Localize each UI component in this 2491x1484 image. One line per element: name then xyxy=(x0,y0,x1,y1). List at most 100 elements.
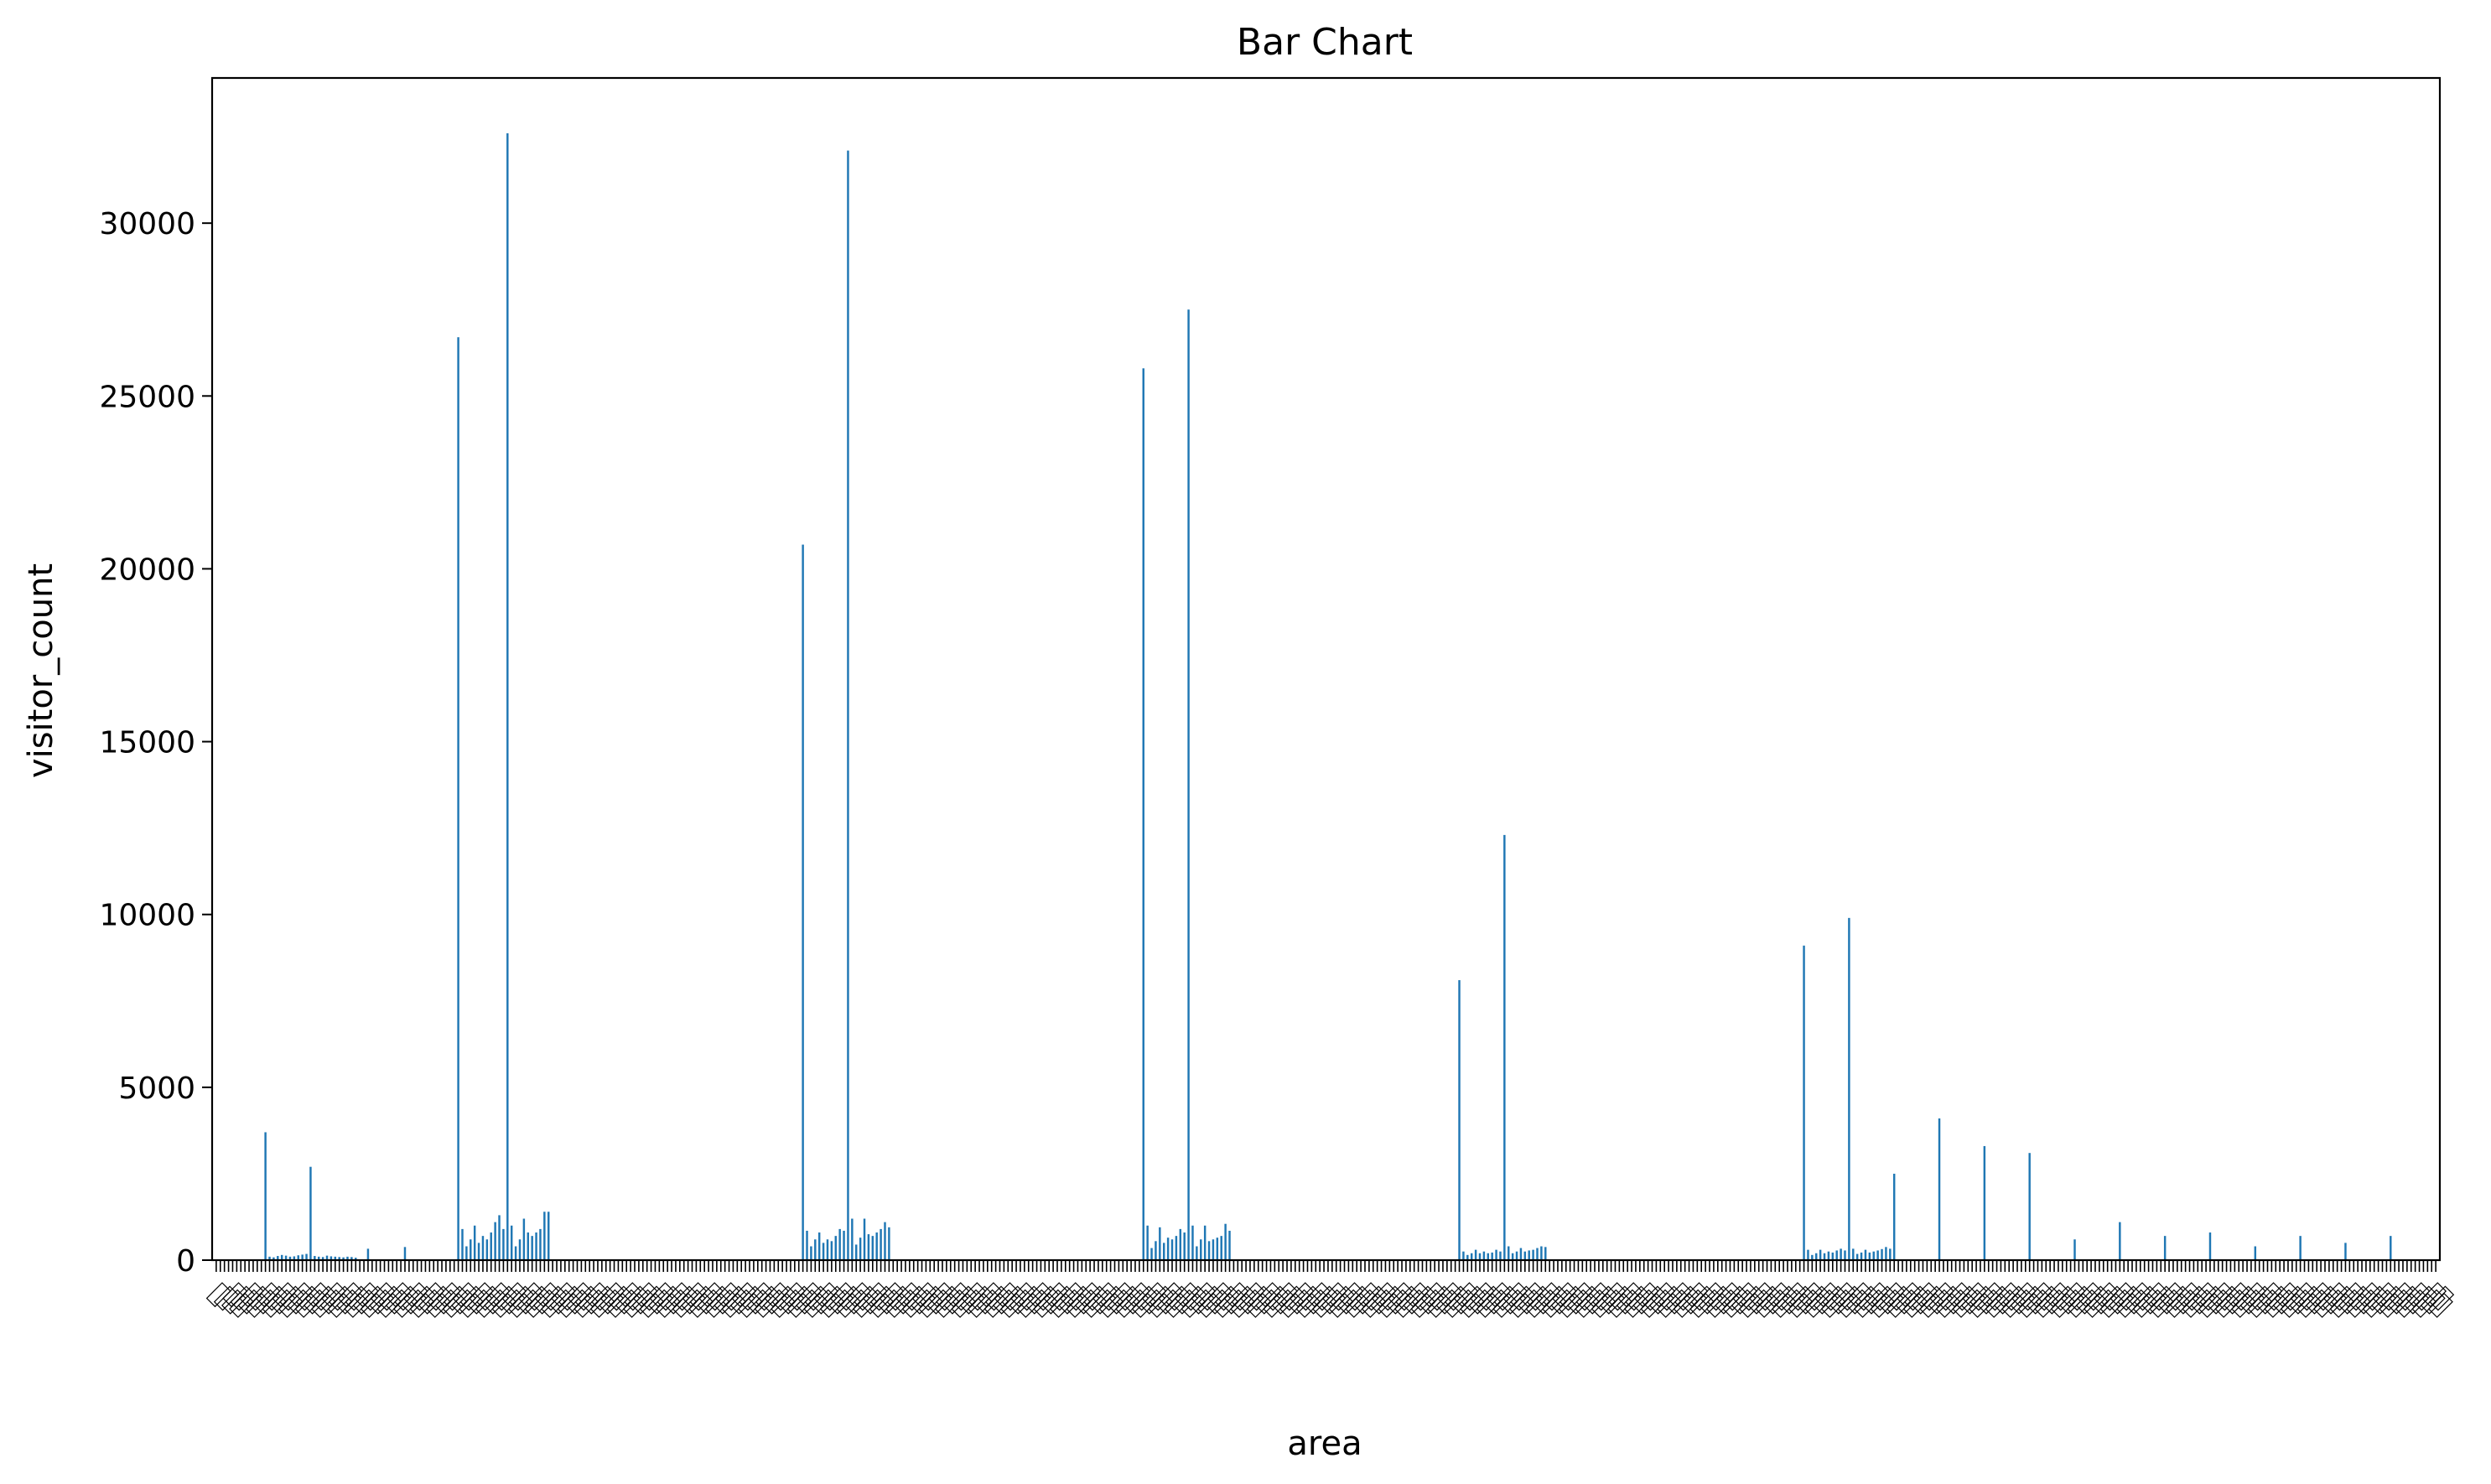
bar xyxy=(1815,1253,1818,1260)
x-tick-label-glyph xyxy=(303,1289,329,1315)
bar xyxy=(2028,1153,2031,1260)
x-tick-label-glyph xyxy=(1510,1285,1536,1311)
x-tick-label-glyph xyxy=(287,1289,313,1315)
x-tick-label-glyph xyxy=(1124,1282,1150,1308)
bar xyxy=(293,1256,296,1260)
x-tick-label-glyph xyxy=(829,1282,855,1308)
x-tick-label-glyph xyxy=(1518,1282,1544,1308)
bar xyxy=(1162,1243,1165,1260)
x-tick-label-glyph xyxy=(1370,1289,1396,1315)
x-tick-label-glyph xyxy=(484,1289,510,1315)
x-tick-label-glyph xyxy=(1993,1289,2019,1315)
x-tick-label-glyph xyxy=(689,1285,715,1311)
x-tick-label-glyph xyxy=(2052,1285,2077,1311)
x-tick-label-glyph xyxy=(2272,1289,2298,1315)
x-tick-label-glyph xyxy=(1633,1282,1659,1308)
x-tick-label-glyph xyxy=(1247,1285,1273,1311)
x-tick-label-glyph xyxy=(1903,1285,1929,1311)
bar xyxy=(1508,1246,1510,1260)
x-tick-label-glyph xyxy=(895,1282,921,1308)
bar xyxy=(490,1232,492,1260)
x-tick-label-glyph xyxy=(1272,1282,1298,1308)
x-tick-label-glyph xyxy=(1181,1285,1207,1311)
bar xyxy=(457,337,459,1260)
bar xyxy=(1811,1254,1814,1260)
x-tick-label-glyph xyxy=(936,1285,962,1311)
x-tick-label-glyph xyxy=(616,1282,642,1308)
bar xyxy=(834,1236,837,1260)
x-tick-label-glyph xyxy=(1017,1285,1043,1311)
x-tick-label-glyph xyxy=(1354,1282,1380,1308)
bar xyxy=(1819,1249,1822,1260)
x-tick-label-glyph xyxy=(352,1289,378,1315)
x-tick-label-glyph xyxy=(2232,1285,2258,1311)
x-tick-label-glyph xyxy=(2207,1289,2233,1315)
x-tick-label-glyph xyxy=(1632,1289,1658,1315)
x-tick-label-glyph xyxy=(624,1285,650,1311)
x-tick-label-glyph xyxy=(2405,1282,2431,1308)
x-tick-label-glyph xyxy=(812,1282,838,1308)
bar xyxy=(810,1246,812,1260)
x-tick-label-glyph xyxy=(1141,1282,1167,1308)
x-tick-label-glyph xyxy=(2371,1289,2397,1315)
y-tick-label: 30000 xyxy=(99,207,195,241)
bar xyxy=(334,1256,337,1260)
x-tick-label-glyph xyxy=(1206,1289,1232,1315)
x-tick-label-glyph xyxy=(1575,1285,1601,1311)
x-tick-label-glyph xyxy=(1568,1282,1594,1308)
x-axis-ticks xyxy=(215,1260,2437,1272)
x-tick-label-glyph xyxy=(1502,1282,1528,1308)
bar xyxy=(297,1255,299,1260)
x-tick-label-glyph xyxy=(649,1282,675,1308)
x-tick-label-glyph xyxy=(1960,1289,1986,1315)
x-tick-label-glyph xyxy=(2190,1289,2216,1315)
x-tick-label-glyph xyxy=(1231,1285,1257,1311)
bar xyxy=(1191,1225,1194,1260)
x-tick-label-glyph xyxy=(1928,1289,1954,1315)
x-tick-label-glyph xyxy=(2133,1285,2159,1311)
x-tick-label-glyph xyxy=(1214,1285,1240,1311)
x-tick-label-glyph xyxy=(435,1282,461,1308)
bar xyxy=(1840,1248,1842,1260)
x-tick-label-glyph xyxy=(237,1289,263,1315)
bar xyxy=(880,1228,882,1260)
x-tick-label-glyph xyxy=(279,1285,305,1311)
bar xyxy=(548,1212,550,1260)
x-tick-label-glyph xyxy=(747,1282,773,1308)
x-tick-label-glyph xyxy=(994,1282,1020,1308)
x-tick-label-glyph xyxy=(2092,1289,2118,1315)
x-tick-label-glyph xyxy=(336,1289,361,1315)
bar xyxy=(1155,1241,1157,1260)
x-tick-label-glyph xyxy=(1855,1285,1881,1311)
x-tick-label-glyph xyxy=(1222,1289,1248,1315)
x-tick-label-glyph xyxy=(353,1282,379,1308)
x-tick-label-glyph xyxy=(2289,1289,2315,1315)
bar xyxy=(830,1241,833,1260)
x-tick-label-glyph xyxy=(862,1282,888,1308)
x-tick-label-glyph xyxy=(1798,1282,1824,1308)
x-tick-label-glyph xyxy=(2060,1282,2086,1308)
x-tick-label-glyph xyxy=(1165,1285,1191,1311)
x-tick-label-glyph xyxy=(869,1285,895,1311)
x-tick-label-glyph xyxy=(419,1282,445,1308)
x-tick-label-glyph xyxy=(1625,1285,1651,1311)
x-tick-label-glyph xyxy=(755,1285,781,1311)
x-tick-label-glyph xyxy=(664,1289,690,1315)
x-tick-label-glyph xyxy=(2182,1285,2208,1311)
x-tick-label-glyph xyxy=(640,1285,666,1311)
bar xyxy=(1487,1253,1490,1260)
x-tick-label-glyph xyxy=(1026,1282,1052,1308)
bar xyxy=(851,1218,854,1260)
x-tick-label-glyph xyxy=(222,1282,248,1308)
bar xyxy=(355,1258,357,1260)
bar xyxy=(284,1255,288,1260)
bar xyxy=(1848,917,1850,1260)
x-tick-label-glyph xyxy=(2314,1285,2340,1311)
bar xyxy=(494,1222,496,1260)
bar xyxy=(280,1254,283,1260)
bar xyxy=(1175,1236,1178,1260)
x-tick-label-glyph xyxy=(1076,1282,1102,1308)
bar xyxy=(2344,1243,2347,1260)
x-tick-label-glyph xyxy=(1362,1285,1388,1311)
